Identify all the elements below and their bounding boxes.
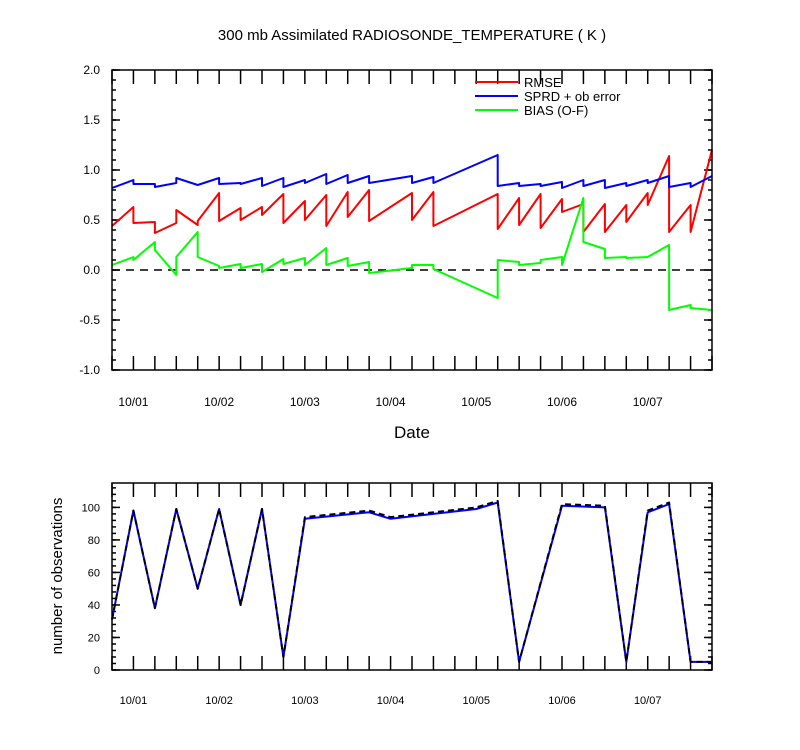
top-series-bias-o-f: [111, 197, 713, 311]
y-tick-label: 40: [88, 600, 100, 612]
top-panel: 300 mb Assimilated RADIOSONDE_TEMPERATUR…: [79, 27, 713, 442]
y-tick-label: 1.0: [83, 163, 100, 177]
y-tick-label: 100: [82, 502, 100, 514]
top-series-group: [111, 149, 713, 311]
legend-label: RMSE: [524, 75, 562, 90]
x-tick-label: 10/02: [204, 395, 234, 409]
top-series-rmse: [111, 149, 713, 234]
y-tick-label: -1.0: [79, 363, 100, 377]
x-tick-label: 10/03: [291, 695, 319, 707]
bottom-series-assimilated: [111, 501, 712, 663]
x-tick-label: 10/01: [120, 695, 148, 707]
bottom-plot-frame: [111, 482, 713, 671]
x-tick-label: 10/04: [377, 695, 405, 707]
legend-label: BIAS (O-F): [524, 103, 588, 118]
top-plot-frame: [111, 69, 713, 371]
top-axes: -1.0 -0.5 0.0 0.5 1.0 1.5 2.0 10/01 10/02 10/03 10…: [79, 63, 713, 409]
x-tick-label: 10/06: [547, 395, 577, 409]
y-tick-label: 0.0: [83, 263, 100, 277]
x-tick-label: 10/05: [463, 695, 491, 707]
x-tick-label: 10/06: [548, 695, 576, 707]
y-tick-label: 2.0: [83, 63, 100, 77]
x-tick-label: 10/02: [205, 695, 233, 707]
y-tick-label: -0.5: [79, 313, 100, 327]
y-axis-label: number of observations: [49, 498, 66, 655]
x-tick-label: 10/04: [376, 395, 406, 409]
x-tick-label: 10/01: [118, 395, 148, 409]
top-series-sprd-ob-error: [111, 154, 713, 189]
x-tick-label: 10/07: [634, 695, 662, 707]
y-tick-label: 0: [94, 665, 100, 677]
bottom-series-group: [111, 499, 712, 663]
x-axis-label: Date: [394, 423, 430, 442]
y-tick-label: 1.5: [83, 113, 100, 127]
x-tick-label: 10/03: [290, 395, 320, 409]
y-tick-label: 60: [88, 567, 100, 579]
y-tick-label: 0.5: [83, 213, 100, 227]
y-tick-label: 20: [88, 632, 100, 644]
bottom-panel: 0 20 40 60 80 100 10/01 10/02 10/03 10/04 10/05 10/…: [49, 482, 713, 707]
y-tick-label: 80: [88, 535, 100, 547]
x-tick-label: 10/07: [633, 395, 663, 409]
legend-label: SPRD + ob error: [524, 89, 621, 104]
x-tick-label: 10/05: [461, 395, 491, 409]
chart-title: 300 mb Assimilated RADIOSONDE_TEMPERATUR…: [218, 27, 606, 44]
bottom-series-total: [111, 499, 712, 663]
